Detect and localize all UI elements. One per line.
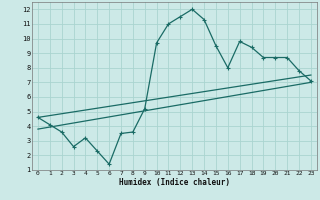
- X-axis label: Humidex (Indice chaleur): Humidex (Indice chaleur): [119, 178, 230, 187]
